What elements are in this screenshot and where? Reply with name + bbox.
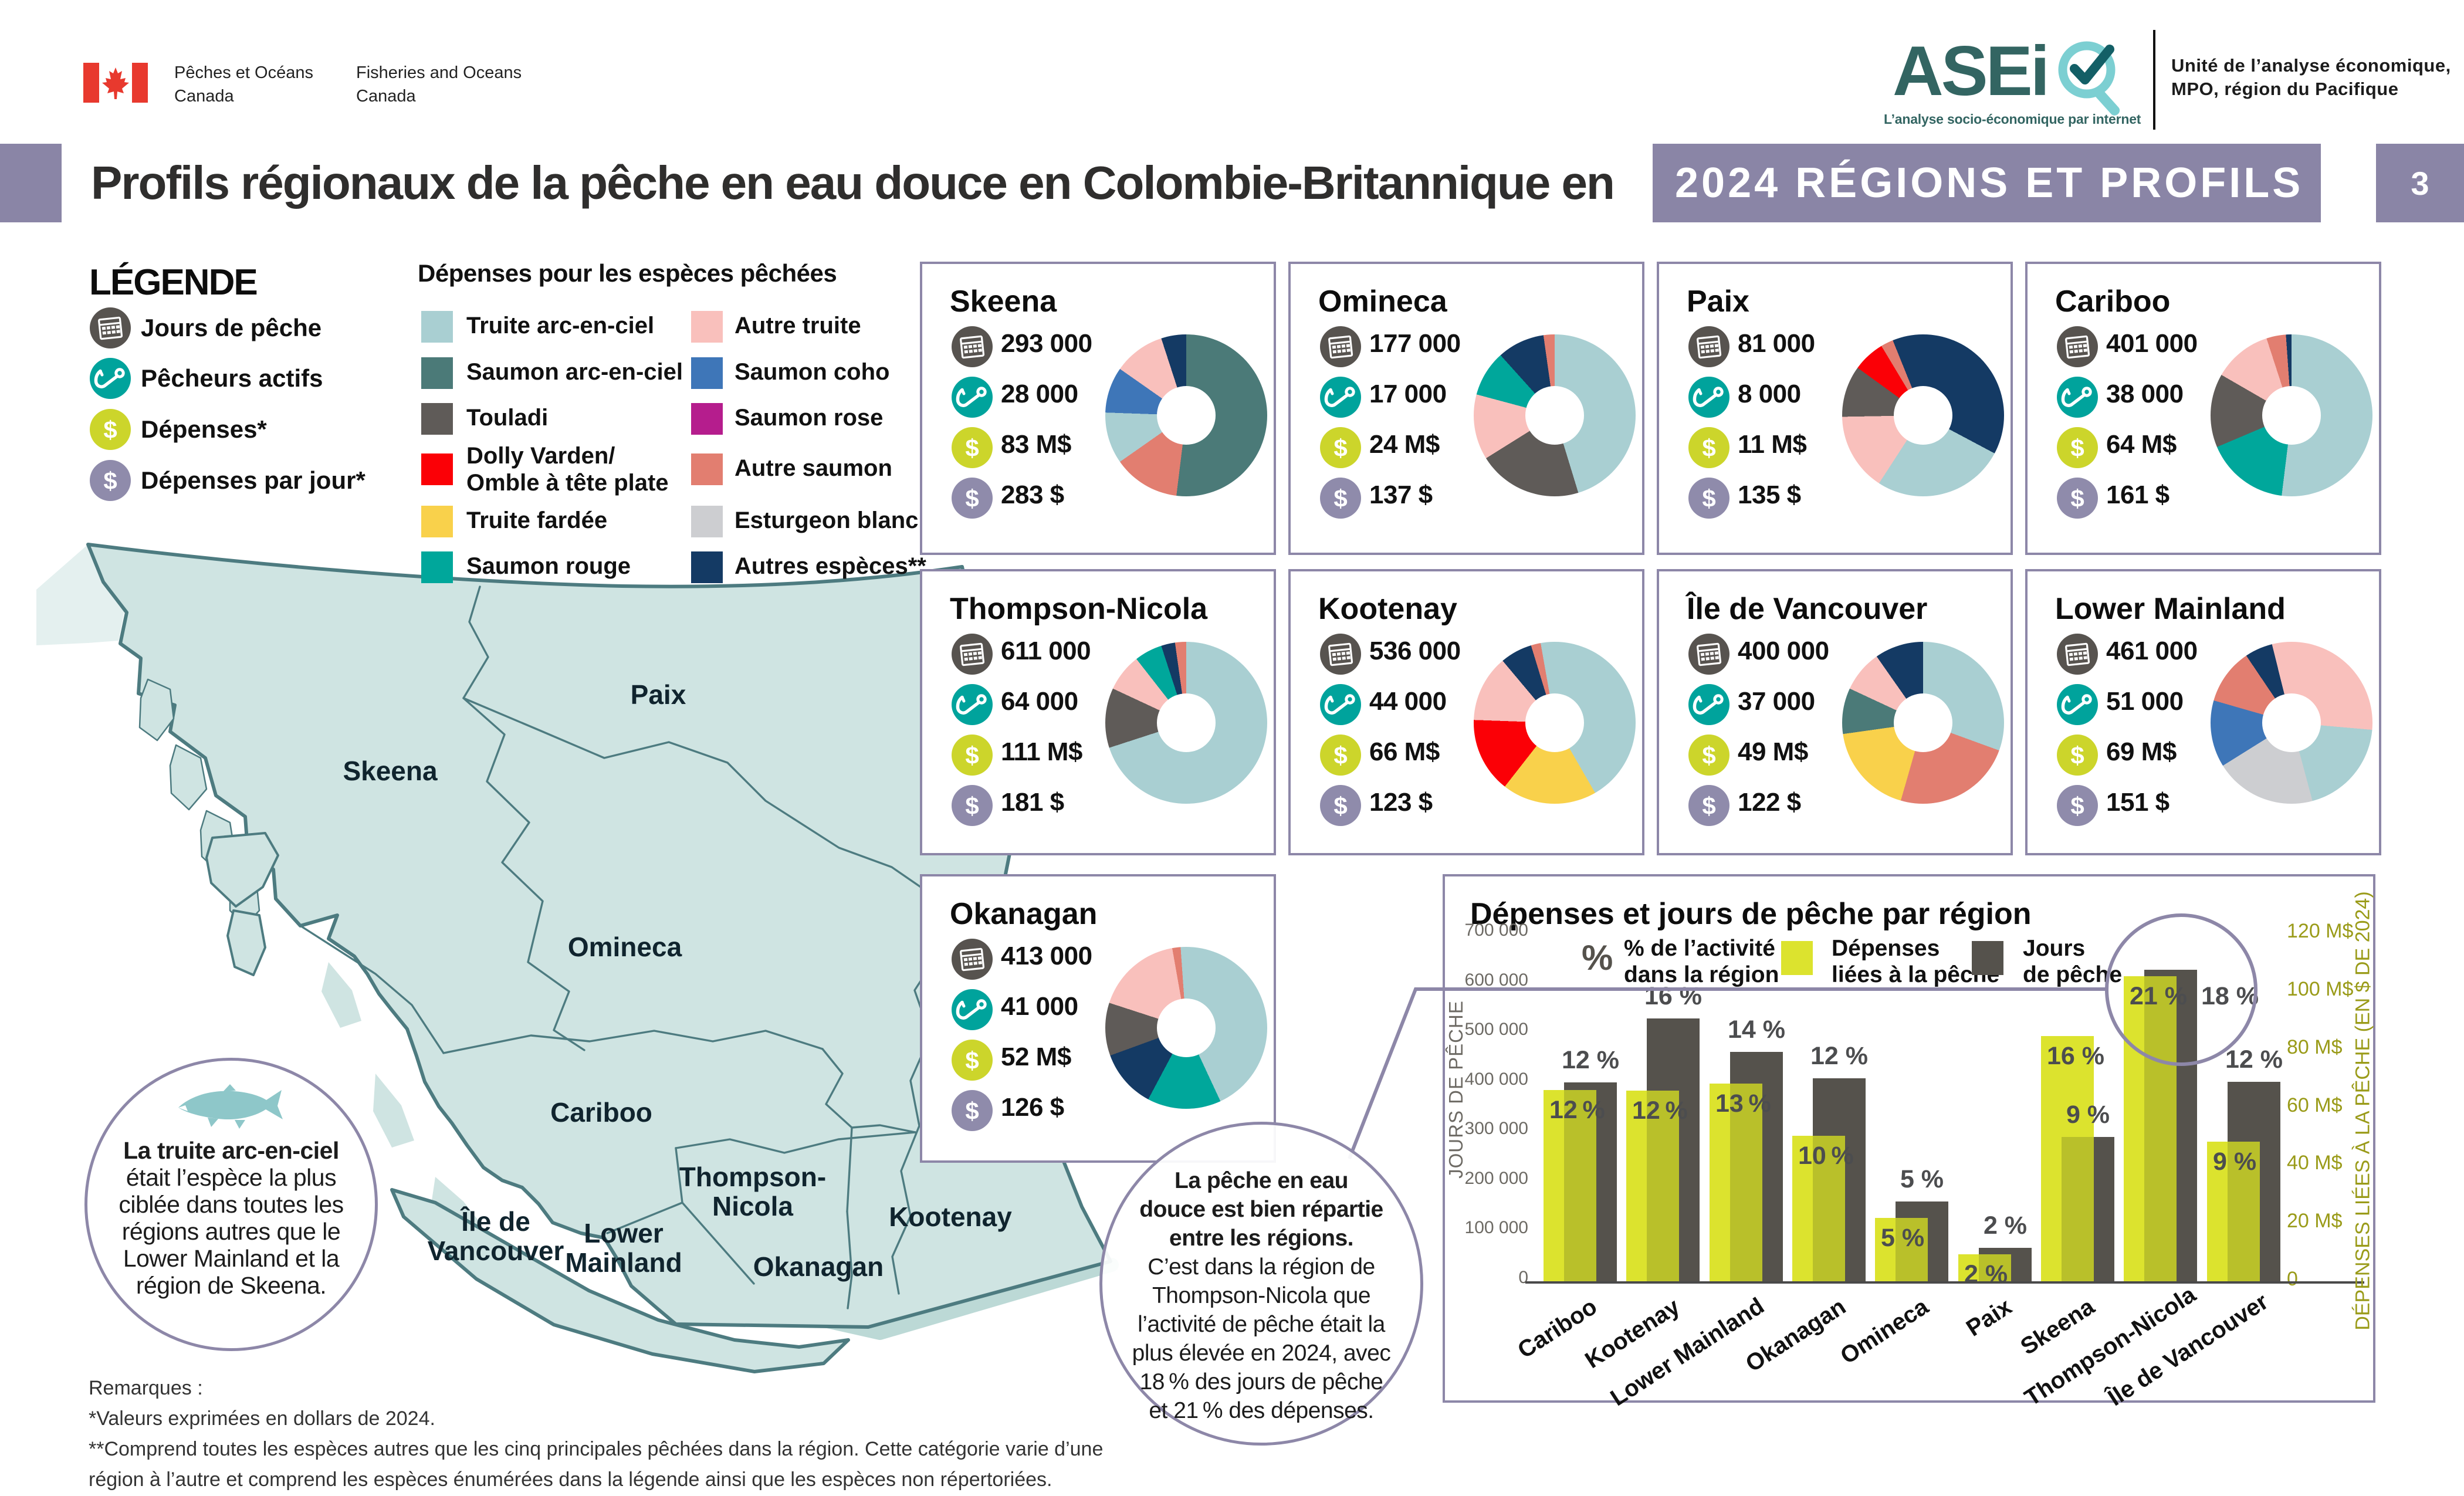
svg-text:Okanagan: Okanagan (753, 1251, 884, 1282)
svg-text:$: $ (2070, 792, 2084, 820)
svg-text:$: $ (2070, 742, 2084, 769)
svg-text:$: $ (965, 1097, 979, 1125)
svg-text:$: $ (1333, 742, 1347, 769)
svg-text:Omineca: Omineca (568, 932, 682, 962)
svg-text:$: $ (103, 467, 117, 495)
svg-text:Mainland: Mainland (565, 1247, 682, 1278)
svg-text:$: $ (1333, 485, 1347, 512)
svg-text:$: $ (965, 434, 979, 462)
svg-text:Kootenay: Kootenay (889, 1201, 1012, 1232)
svg-text:$: $ (1702, 485, 1715, 512)
svg-text:$: $ (103, 416, 117, 444)
svg-text:$: $ (1702, 792, 1715, 820)
svg-text:$: $ (1702, 434, 1715, 462)
svg-text:$: $ (1702, 742, 1715, 769)
svg-text:Paix: Paix (631, 679, 686, 710)
svg-text:Cariboo: Cariboo (550, 1097, 652, 1128)
svg-text:$: $ (965, 742, 979, 769)
svg-text:Thompson-: Thompson- (679, 1162, 826, 1192)
svg-text:$: $ (965, 485, 979, 512)
svg-text:$: $ (1333, 792, 1347, 820)
svg-text:Île de: Île de (460, 1206, 530, 1237)
svg-text:Vancouver: Vancouver (428, 1236, 564, 1266)
svg-text:$: $ (965, 1047, 979, 1074)
svg-text:$: $ (2070, 485, 2084, 512)
svg-text:Lower: Lower (584, 1218, 664, 1248)
svg-text:Skeena: Skeena (343, 756, 438, 786)
svg-text:$: $ (1333, 434, 1347, 462)
svg-text:Nicola: Nicola (712, 1191, 793, 1221)
svg-text:$: $ (965, 792, 979, 820)
svg-text:$: $ (2070, 434, 2084, 462)
